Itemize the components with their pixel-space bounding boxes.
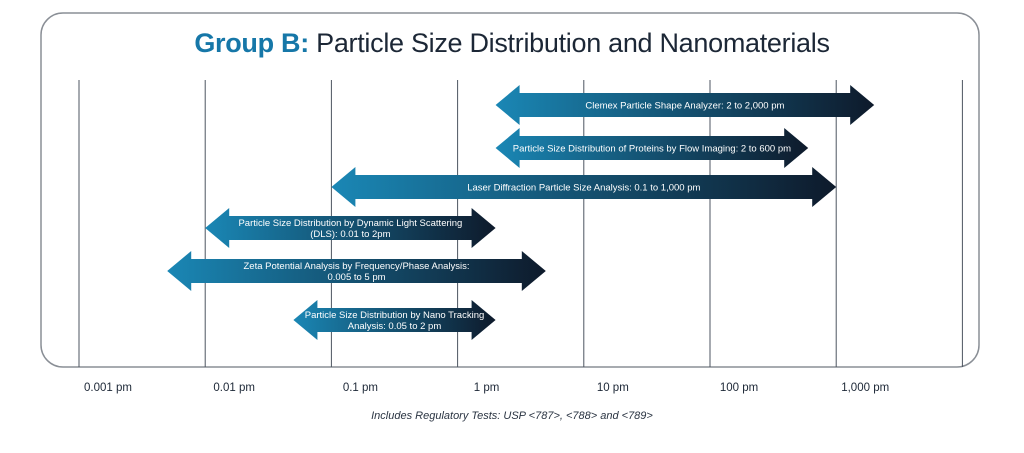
tick-label-4: 10 pm [597,382,629,394]
range-arrow-0 [495,85,875,125]
range-arrow-5 [293,300,496,340]
range-arrow-1 [495,128,809,168]
range-label-4-1: 0.005 to 5 pm [327,272,385,283]
title-rest: Particle Size Distribution and Nanomater… [308,28,830,58]
range-label-5-0: Particle Size Distribution by Nano Track… [305,310,485,321]
footnote: Includes Regulatory Tests: USP <787>, <7… [371,410,653,422]
tick-label-3: 1 pm [474,382,500,394]
tick-label-0: 0.001 pm [84,382,132,394]
range-label-0-0: Clemex Particle Shape Analyzer: 2 to 2,0… [585,101,784,112]
frame [40,12,980,368]
tick-label-5: 100 pm [720,382,758,394]
range-label-4-0: Zeta Potential Analysis by Frequency/Pha… [244,261,470,272]
diagram-title: Group B: Particle Size Distribution and … [0,28,1024,59]
range-arrow-2 [331,167,837,207]
title-highlight: Group B: [194,28,309,58]
tick-label-6: 1,000 pm [841,382,889,394]
range-label-2-0: Laser Diffraction Particle Size Analysis… [467,183,700,194]
range-label-5-1: Analysis: 0.05 to 2 pm [348,321,442,332]
tick-label-2: 0.1 pm [343,382,378,394]
range-label-3-1: (DLS): 0.01 to 2pm [310,229,390,240]
tick-label-1: 0.01 pm [213,382,255,394]
range-label-1-0: Particle Size Distribution of Proteins b… [513,144,791,155]
range-arrow-4 [167,251,546,291]
range-label-3-0: Particle Size Distribution by Dynamic Li… [238,218,462,229]
range-arrow-3 [205,208,496,248]
